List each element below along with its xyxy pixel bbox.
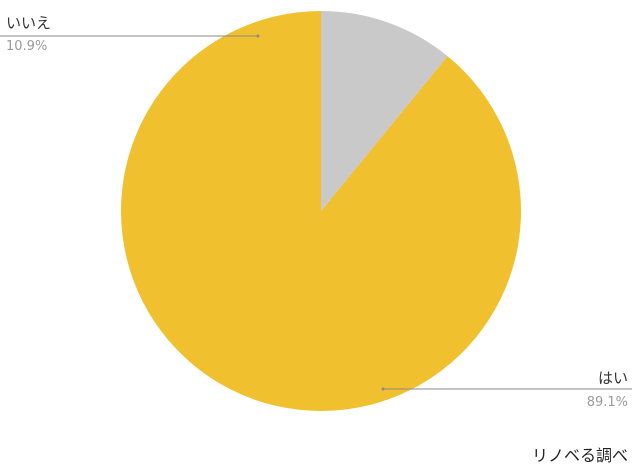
- pie-slice-iie: [321, 11, 448, 211]
- source-credit: リノベる調べ: [531, 446, 628, 465]
- pie-slices: [120, 10, 521, 411]
- pie-slice-hai: [120, 10, 521, 411]
- slice-value-hai: 89.1%: [587, 395, 628, 410]
- pie-labels: はい 89.1% いいえ 10.9%: [0, 14, 632, 410]
- slice-value-iie: 10.9%: [6, 39, 47, 54]
- leader-dot-hai: [381, 387, 385, 391]
- leader-dot-iie: [256, 34, 260, 38]
- slice-label-iie: いいえ: [6, 14, 51, 32]
- slice-label-hai: はい: [598, 369, 628, 387]
